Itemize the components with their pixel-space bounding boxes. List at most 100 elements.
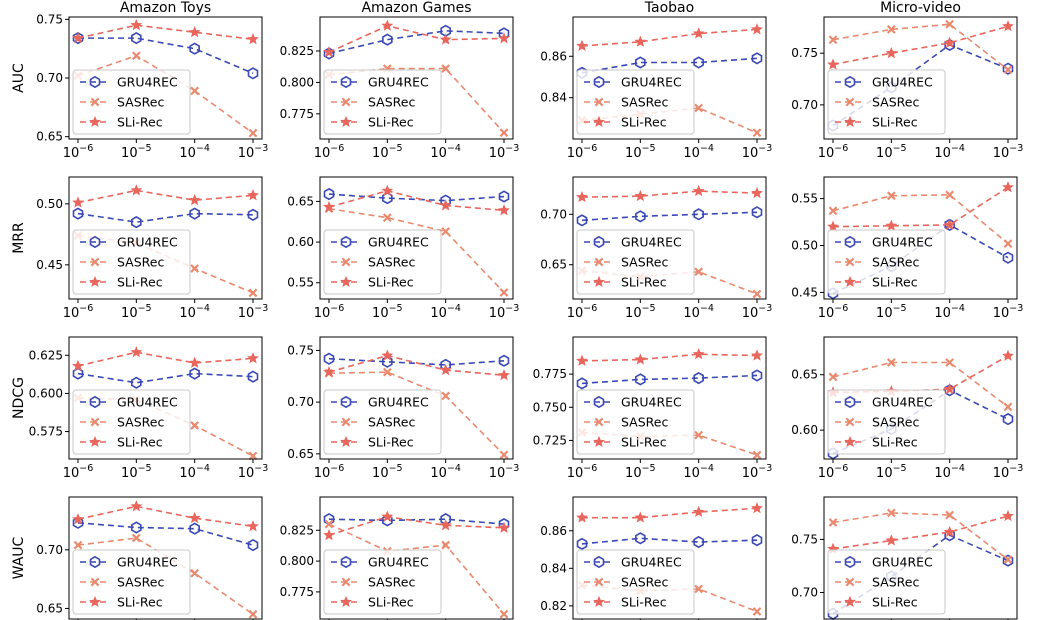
y-tick-label: 0.55: [791, 192, 818, 206]
series-line: [77, 351, 254, 367]
legend-box: [323, 69, 442, 135]
axes-frame: [68, 16, 263, 140]
y-tick-label: 0.725: [533, 433, 567, 447]
legend-label: SLi-Rec: [117, 115, 163, 130]
data-point: [499, 288, 509, 297]
series-line: [77, 522, 254, 546]
row-label: AUC: [11, 63, 27, 93]
legend-marker: [845, 97, 855, 107]
x-tick-label: 10−4: [430, 463, 461, 481]
panel-wauc-amazon-toys: 0.650.7010−610−510−410−3GRU4RECSASRecSLi…: [36, 496, 263, 620]
data-point: [692, 348, 705, 360]
legend-label: SLi-Rec: [872, 435, 918, 450]
axes-frame: [572, 16, 767, 140]
column-title: Amazon Games: [361, 0, 471, 16]
y-tick-label: 0.775: [280, 585, 314, 599]
data-point: [381, 184, 394, 196]
legend-box: [576, 69, 695, 135]
data-point: [694, 267, 704, 277]
legend-marker: [593, 75, 605, 89]
data-point: [943, 382, 956, 395]
x-tick-label: 10−3: [489, 303, 520, 321]
legend-marker: [844, 595, 856, 608]
legend-marker: [89, 395, 101, 409]
series-sasrec: [828, 508, 1013, 564]
legend-label: SLi-Rec: [368, 595, 414, 610]
legend-marker: [594, 257, 604, 267]
data-point: [693, 371, 704, 385]
data-point: [439, 199, 452, 211]
legend-box: [827, 69, 946, 135]
legend: GRU4REC SASRec SLi-Rec: [576, 229, 695, 295]
legend-marker: [341, 97, 351, 107]
series-gru4rec: [323, 352, 510, 372]
data-point: [382, 213, 392, 223]
series-line: [582, 507, 758, 519]
y-tick-label: 0.55: [287, 276, 314, 290]
legend-marker: [594, 97, 604, 107]
data-point: [576, 190, 588, 203]
data-point: [130, 500, 143, 512]
data-point: [131, 521, 142, 534]
x-tick-label: 10−6: [314, 463, 345, 481]
legend-label: GRU4REC: [872, 395, 933, 410]
data-point: [1002, 251, 1014, 264]
legend: GRU4REC SASRec SLi-Rec: [72, 229, 191, 295]
y-tick-label: 0.575: [29, 425, 63, 439]
panel-ndcg-amazon-toys: 0.575 0.600 0.625 10−6 10−5 10−4 10−3 GRU4REC SA…: [29, 336, 268, 481]
row-label: WAUC: [11, 536, 27, 579]
data-point: [188, 193, 201, 206]
x-tick-label: 10−5: [625, 303, 656, 321]
y-tick-label: 0.65: [287, 194, 314, 208]
series-sasrec: [828, 190, 1013, 249]
data-point: [189, 207, 200, 220]
legend-marker: [593, 435, 605, 448]
x-tick-label: 10−6: [567, 463, 598, 481]
data-point: [751, 206, 763, 219]
series-line: [832, 512, 1009, 561]
x-tick-label: 10−6: [63, 143, 94, 161]
panel-wauc-amazon-games: 0.7750.8000.82510−610−510−410−3GRU4RECSA…: [280, 496, 514, 620]
legend-marker: [594, 577, 604, 587]
series-line: [832, 515, 1009, 550]
legend-label: SLi-Rec: [621, 275, 667, 290]
data-point: [751, 23, 763, 35]
panel-auc-amazon-toys: 0.65 0.70 0.75 10−6 10−5 10−4 10−3 GRU4REC SASRe…: [36, 12, 268, 161]
data-point: [886, 358, 896, 367]
data-point: [190, 568, 200, 578]
legend-marker: [89, 435, 101, 448]
series-line: [328, 518, 505, 525]
data-point: [1003, 239, 1013, 249]
legend: GRU4REC SASRec SLi-Rec: [323, 229, 442, 295]
x-tick-label: 10−3: [489, 143, 520, 161]
data-point: [247, 189, 259, 201]
data-point: [635, 210, 646, 223]
series-gru4rec: [72, 31, 259, 80]
data-point: [943, 525, 956, 538]
legend-label: SLi-Rec: [368, 275, 414, 290]
panel-ndcg-amazon-games: 0.65 0.70 0.75 10−6 10−5 10−4 10−3 GRU4REC SASRe…: [287, 336, 519, 481]
x-tick-label: 10−4: [179, 463, 210, 481]
x-tick-label: 10−4: [683, 303, 714, 321]
series-line: [581, 537, 758, 545]
data-point: [72, 513, 84, 525]
data-point: [441, 540, 451, 550]
series-sli-rec: [827, 20, 1014, 70]
data-point: [189, 522, 200, 535]
data-point: [635, 56, 646, 69]
axes-frame: [68, 176, 263, 300]
data-point: [576, 537, 588, 551]
legend-label: SASRec: [117, 95, 164, 110]
series-sli-rec: [72, 346, 259, 371]
data-point: [439, 363, 452, 376]
data-point: [190, 86, 200, 96]
panel-mrr-amazon-games: 0.55 0.60 0.65 10−6 10−5 10−4 10−3 GRU4REC SASRe…: [287, 176, 520, 321]
data-point: [828, 518, 838, 527]
data-point: [382, 192, 393, 205]
legend-label: SASRec: [368, 575, 415, 590]
x-tick-label: 10−6: [818, 463, 849, 481]
series-line: [77, 212, 254, 223]
legend: GRU4REC SASRec SLi-Rec: [827, 69, 946, 135]
axes-frame: [319, 16, 514, 140]
legend: GRU4REC SASRec SLi-Rec: [827, 229, 946, 295]
